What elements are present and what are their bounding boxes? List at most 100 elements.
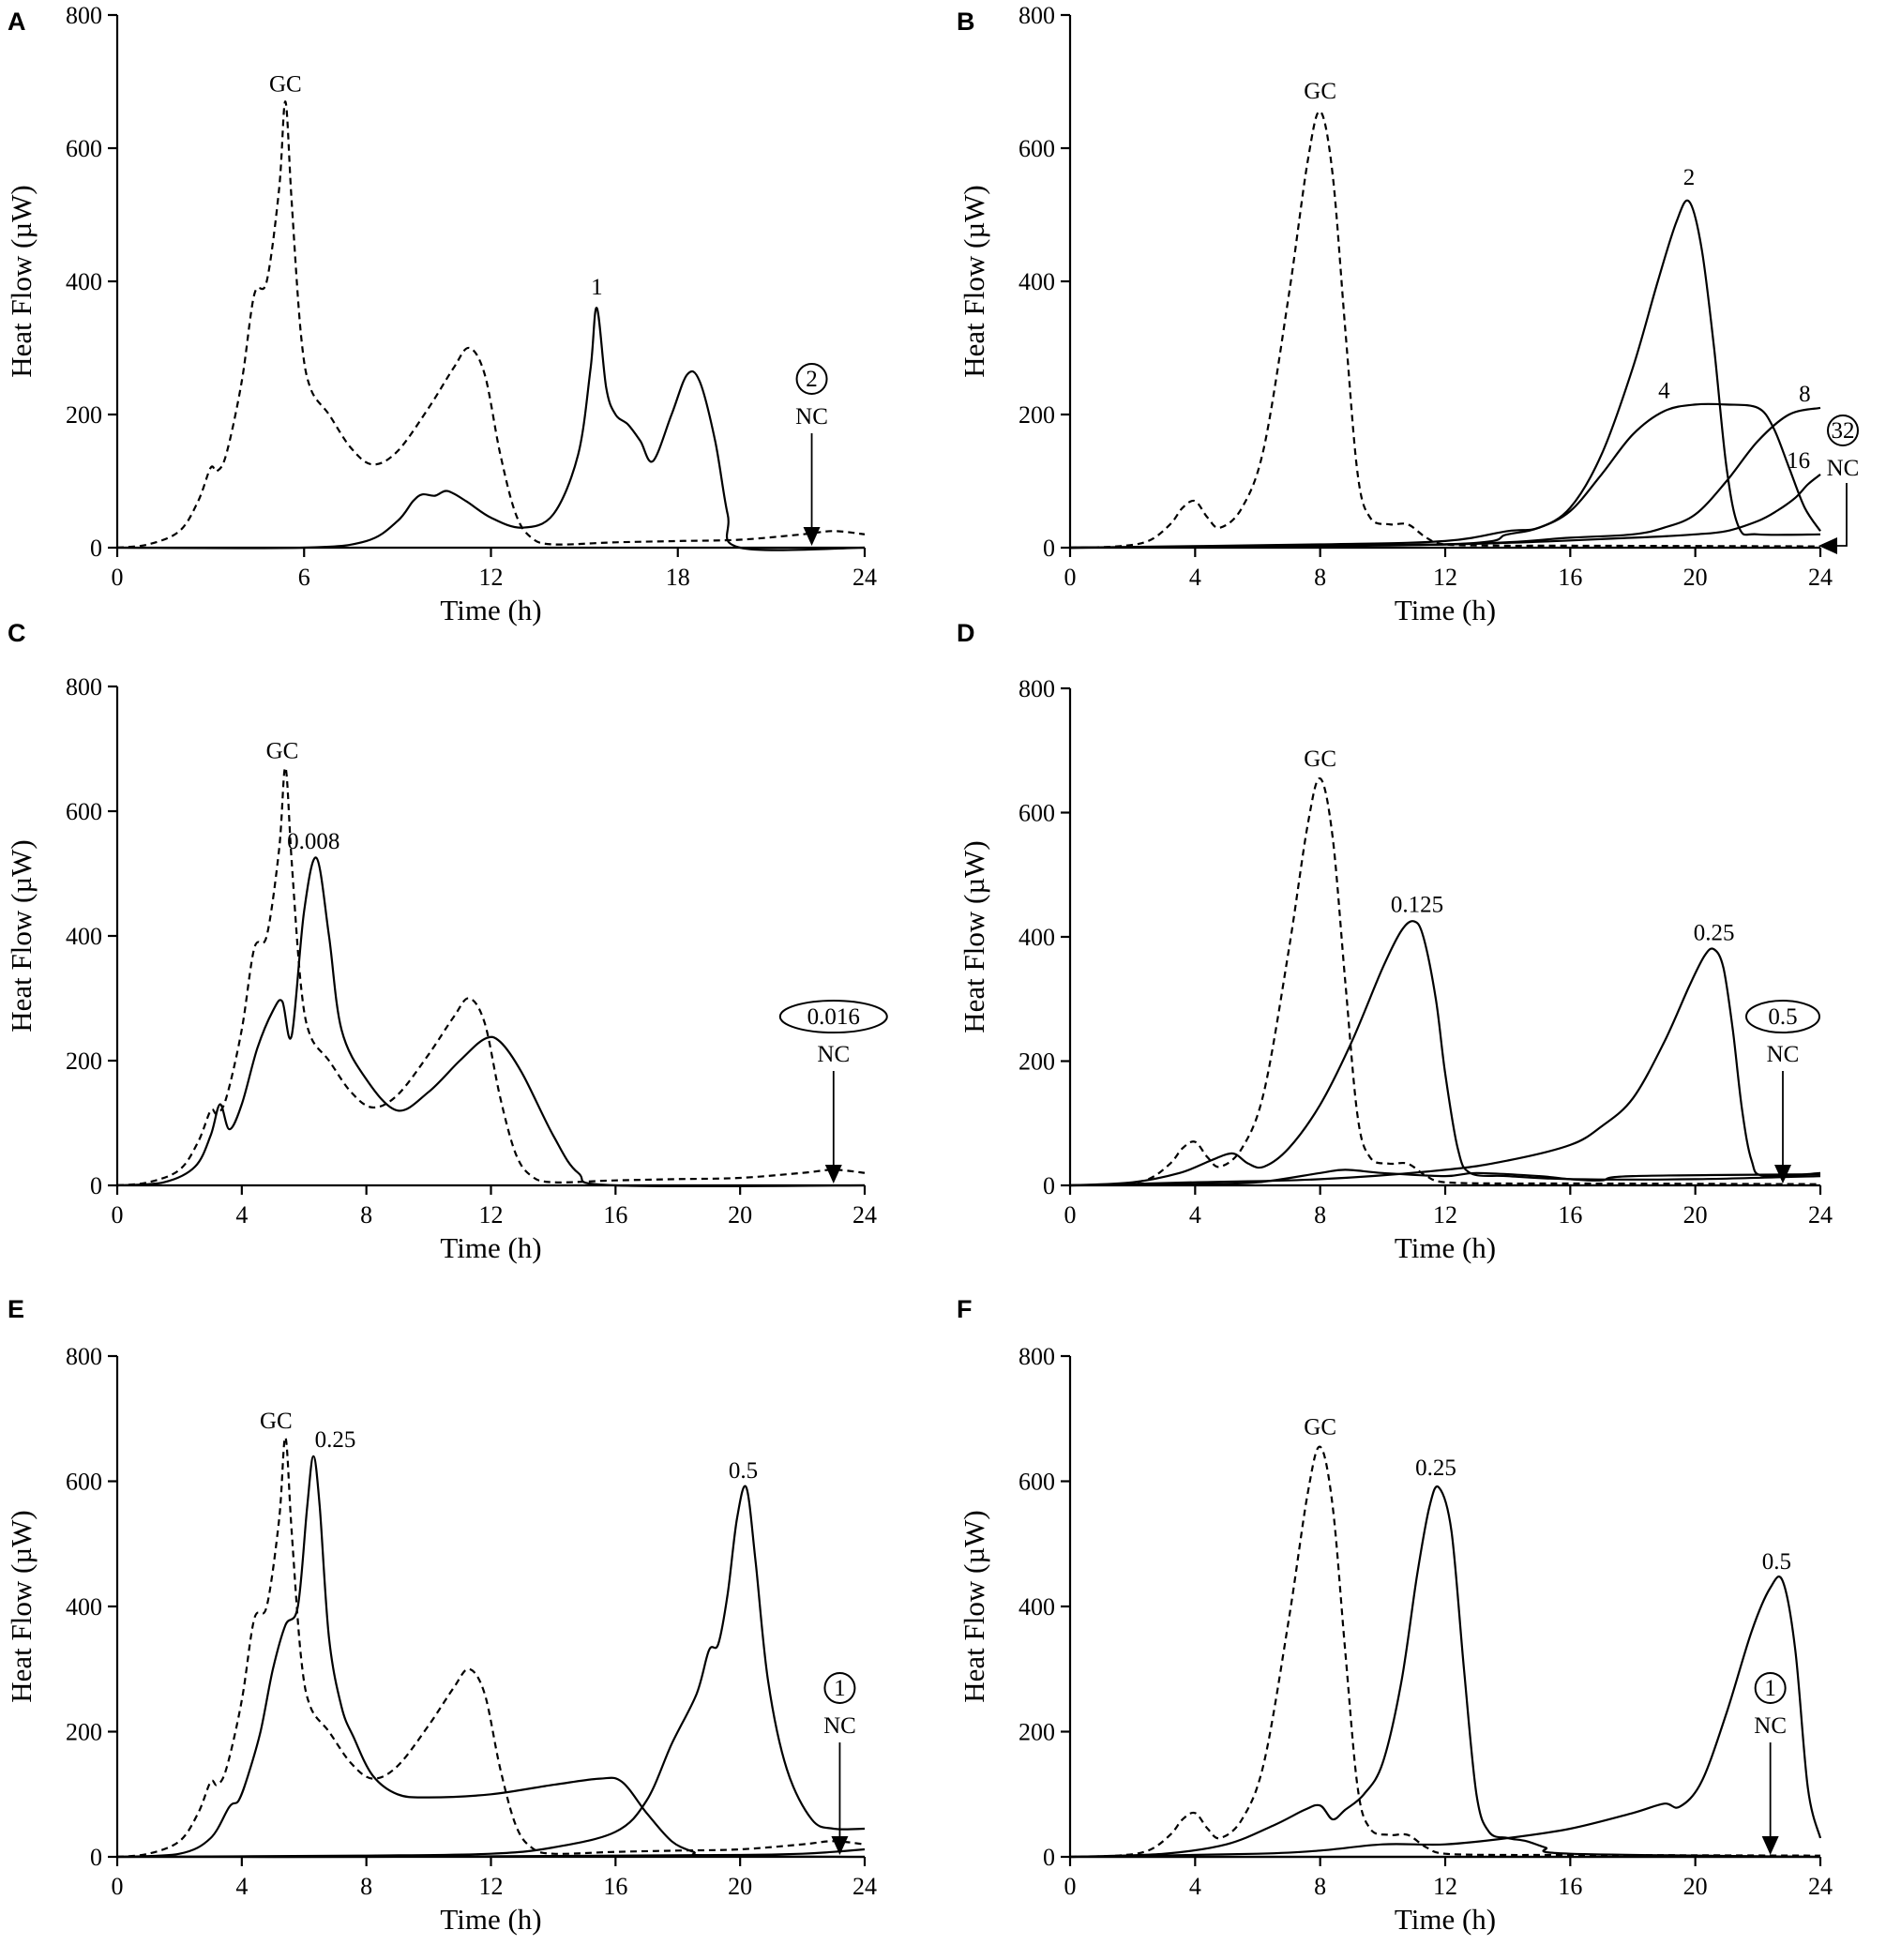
y-tick-label: 200 <box>1018 1719 1055 1746</box>
y-tick-label: 800 <box>66 2 102 29</box>
x-axis-label: Time (h) <box>1395 1903 1496 1936</box>
y-tick-label: 400 <box>66 1593 102 1621</box>
series-line-0-125 <box>1069 920 1821 1187</box>
peak-annotation: GC <box>260 1409 293 1434</box>
y-tick-label: 600 <box>66 1469 102 1496</box>
x-tick-label: 0 <box>112 1201 124 1229</box>
x-tick-label: 16 <box>1558 1201 1582 1229</box>
panel-label: E <box>8 1295 24 1323</box>
nc-arrowhead <box>1761 1836 1779 1855</box>
series-line-0-25 <box>116 1455 866 1859</box>
nc-circle <box>823 1672 856 1704</box>
x-tick-label: 0 <box>1064 1201 1077 1229</box>
series-line-gc <box>116 766 866 1187</box>
nc-arrowhead <box>831 1836 849 1855</box>
y-tick-label: 600 <box>66 798 102 825</box>
x-axis-label: Time (h) <box>1395 594 1496 626</box>
peak-annotation: 1 <box>591 275 603 300</box>
panel-label: B <box>957 8 975 36</box>
y-tick-label: 600 <box>1018 1469 1055 1496</box>
x-tick-label: 20 <box>1683 1201 1708 1229</box>
nc-marker: 32 NC <box>1818 415 1859 554</box>
series-line-gc <box>116 1436 866 1859</box>
nc-label: NC <box>795 404 828 430</box>
nc-value: 1 <box>834 1676 846 1701</box>
series-line-0-25 <box>1069 1485 1821 1859</box>
y-tick-label: 800 <box>1018 1343 1055 1370</box>
x-tick-label: 4 <box>235 1873 248 1900</box>
peak-annotation: GC <box>1304 1414 1336 1440</box>
series-line-gc <box>1069 1445 1821 1859</box>
x-tick-label: 24 <box>1808 1201 1833 1229</box>
y-axis-label: Heat Flow (µW) <box>958 1510 990 1703</box>
x-tick-label: 24 <box>852 564 877 591</box>
peak-annotation: 4 <box>1658 378 1670 403</box>
nc-marker: 0.5 NC <box>1745 1000 1820 1184</box>
series-line-gc <box>116 100 866 550</box>
y-axis-label: Heat Flow (µW) <box>5 839 38 1033</box>
x-tick-label: 24 <box>852 1873 877 1900</box>
x-tick-label: 16 <box>1558 564 1582 591</box>
x-tick-label: 20 <box>728 1201 752 1229</box>
series-line-gc <box>1069 110 1821 550</box>
y-tick-label: 200 <box>66 1719 102 1746</box>
series-line-1 <box>116 1847 866 1859</box>
x-tick-label: 4 <box>235 1201 248 1229</box>
peak-annotation: 0.25 <box>1694 920 1735 945</box>
peak-annotation: GC <box>269 72 302 98</box>
panel-label: A <box>8 8 26 36</box>
x-tick-label: 18 <box>666 564 690 591</box>
x-tick-label: 24 <box>1808 564 1833 591</box>
peak-annotation: GC <box>1304 746 1336 772</box>
y-tick-label: 600 <box>66 135 102 162</box>
y-tick-label: 0 <box>90 535 102 562</box>
x-tick-label: 12 <box>1433 564 1457 591</box>
peak-annotation: 2 <box>1683 165 1696 190</box>
y-tick-label: 0 <box>1043 1844 1055 1871</box>
series-line-2 <box>1069 199 1821 550</box>
nc-marker: 1 NC <box>823 1672 856 1855</box>
y-tick-label: 800 <box>66 673 102 701</box>
peak-annotation: GC <box>1304 79 1336 104</box>
nc-marker: 2 NC <box>795 363 828 546</box>
nc-value: 32 <box>1832 418 1855 444</box>
y-tick-label: 0 <box>1043 1172 1055 1199</box>
panel-d: D 0 200 400 600 800 0 4 8 12 16 20 24 Time (h) Heat Fl… <box>957 619 1833 1264</box>
peak-annotation: 0.5 <box>729 1458 758 1484</box>
peak-annotation: 16 <box>1787 448 1810 474</box>
nc-circle <box>1827 415 1859 446</box>
series-line-4 <box>1069 402 1821 550</box>
y-tick-label: 200 <box>1018 1048 1055 1076</box>
y-tick-label: 400 <box>1018 924 1055 951</box>
y-tick-label: 200 <box>66 401 102 429</box>
x-axis-label: Time (h) <box>440 1231 541 1264</box>
x-tick-label: 20 <box>1683 564 1708 591</box>
x-tick-label: 8 <box>1314 1201 1326 1229</box>
series-line-0-5 <box>1069 1168 1821 1187</box>
x-tick-label: 24 <box>1808 1873 1833 1900</box>
x-tick-label: 0 <box>1064 1873 1077 1900</box>
nc-marker: 1 NC <box>1754 1672 1787 1855</box>
y-tick-label: 400 <box>66 923 102 950</box>
nc-value: 0.016 <box>807 1004 860 1030</box>
y-tick-label: 400 <box>1018 268 1055 295</box>
x-tick-label: 8 <box>1314 564 1326 591</box>
y-tick-label: 0 <box>90 1844 102 1871</box>
series-line-0-5 <box>116 1485 866 1859</box>
nc-value: 1 <box>1764 1676 1776 1701</box>
series-line-1 <box>116 307 866 551</box>
nc-label: NC <box>1767 1042 1800 1067</box>
nc-ellipse <box>1745 1000 1820 1033</box>
x-tick-label: 20 <box>728 1873 752 1900</box>
peak-annotation: 0.25 <box>1415 1455 1456 1481</box>
x-axis-label: Time (h) <box>440 1903 541 1936</box>
x-axis-label: Time (h) <box>440 594 541 626</box>
x-tick-label: 4 <box>1189 1201 1201 1229</box>
x-tick-label: 16 <box>1558 1873 1582 1900</box>
y-tick-label: 400 <box>1018 1593 1055 1621</box>
nc-label: NC <box>1754 1713 1787 1739</box>
panel-e: E 0 200 400 600 800 0 4 8 12 16 20 24 Time (h) Heat Fl… <box>5 1295 877 1936</box>
x-tick-label: 4 <box>1189 1873 1201 1900</box>
y-axis-label: Heat Flow (µW) <box>958 840 990 1033</box>
